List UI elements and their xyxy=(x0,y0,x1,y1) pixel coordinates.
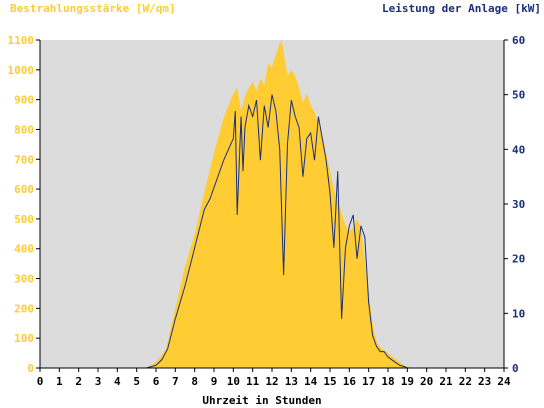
x-tick-label: 18 xyxy=(381,375,394,388)
y-right-tick-label: 10 xyxy=(512,307,525,320)
y-right-tick-label: 20 xyxy=(512,253,525,266)
x-tick-label: 7 xyxy=(172,375,179,388)
x-tick-label: 14 xyxy=(304,375,318,388)
y-right-tick-label: 60 xyxy=(512,34,525,47)
x-tick-label: 12 xyxy=(265,375,278,388)
right-axis-title: Leistung der Anlage [kW] xyxy=(382,2,541,15)
x-tick-label: 4 xyxy=(114,375,121,388)
y-left-tick-label: 200 xyxy=(14,302,34,315)
y-left-tick-label: 700 xyxy=(14,153,34,166)
irradiance-series xyxy=(146,40,412,368)
x-tick-label: 13 xyxy=(285,375,298,388)
y-right-tick-label: 0 xyxy=(512,362,519,375)
x-tick-label: 23 xyxy=(478,375,491,388)
x-tick-label: 1 xyxy=(56,375,63,388)
y-left-tick-label: 500 xyxy=(14,213,34,226)
y-left-tick-label: 600 xyxy=(14,183,34,196)
x-tick-label: 8 xyxy=(191,375,198,388)
y-right-tick-label: 50 xyxy=(512,89,525,102)
y-left-tick-label: 100 xyxy=(14,332,34,345)
x-tick-label: 20 xyxy=(420,375,433,388)
y-right-tick-label: 40 xyxy=(512,143,525,156)
y-left-tick-label: 900 xyxy=(14,94,34,107)
x-tick-label: 3 xyxy=(95,375,102,388)
y-left-tick-label: 400 xyxy=(14,243,34,256)
x-tick-label: 10 xyxy=(227,375,240,388)
irradiance-area xyxy=(146,40,412,368)
y-left-tick-label: 1000 xyxy=(8,64,35,77)
x-tick-label: 0 xyxy=(37,375,44,388)
y-left-tick-label: 300 xyxy=(14,273,34,286)
x-tick-label: 17 xyxy=(362,375,375,388)
y-left-tick-label: 800 xyxy=(14,123,34,136)
x-axis-title: Uhrzeit in Stunden xyxy=(202,394,321,407)
power-line xyxy=(40,94,504,369)
x-tick-label: 6 xyxy=(153,375,160,388)
x-tick-label: 24 xyxy=(497,375,511,388)
y-left-tick-label: 0 xyxy=(27,362,34,375)
y-left-tick-label: 1100 xyxy=(8,34,35,47)
x-tick-label: 2 xyxy=(75,375,82,388)
x-tick-label: 21 xyxy=(439,375,453,388)
x-tick-label: 19 xyxy=(401,375,414,388)
x-tick-label: 11 xyxy=(246,375,260,388)
x-tick-label: 16 xyxy=(343,375,357,388)
left-axis-title: Bestrahlungsstärke [W/qm] xyxy=(10,2,176,15)
y-right-tick-label: 30 xyxy=(512,198,525,211)
axes: 0 1 2 3 4 5 6 7 8 9 10 11 12 13 14 15 16 17 18 19 20 21 22 23 24… xyxy=(8,34,526,388)
x-tick-label: 9 xyxy=(211,375,218,388)
x-tick-label: 5 xyxy=(133,375,140,388)
x-tick-label: 22 xyxy=(459,375,472,388)
power-series xyxy=(40,94,504,369)
x-tick-label: 15 xyxy=(323,375,336,388)
